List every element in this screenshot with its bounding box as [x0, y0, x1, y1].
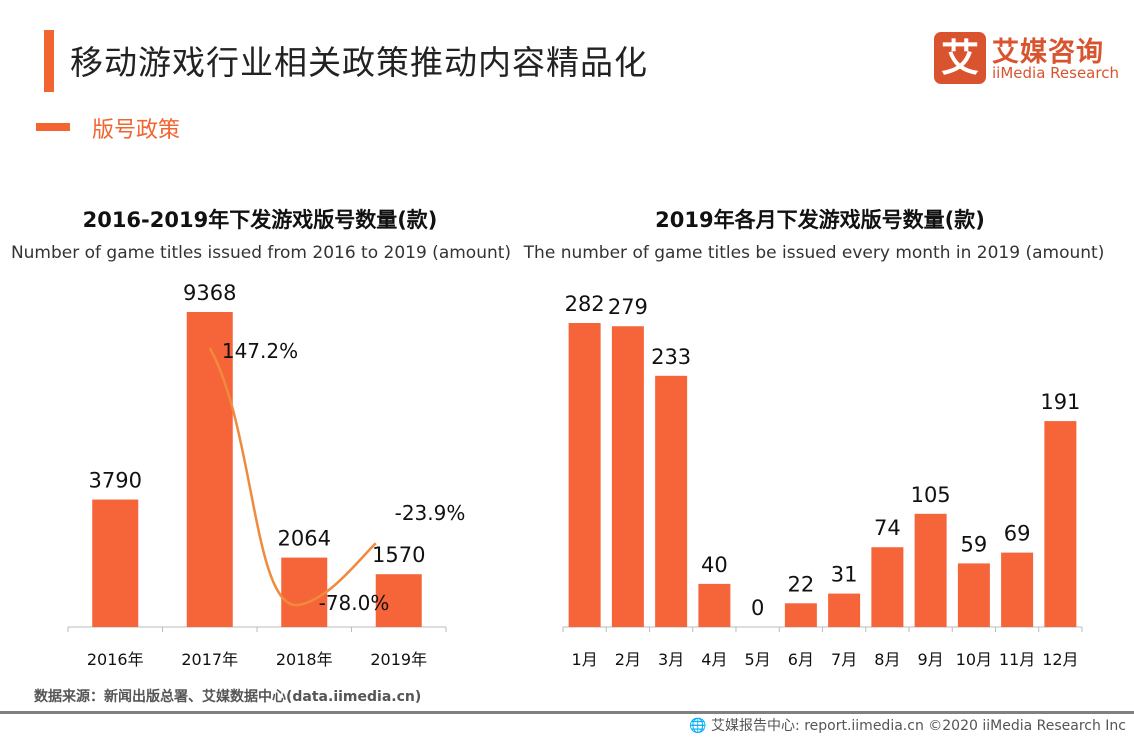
- logo-en-text: iiMedia Research: [992, 64, 1119, 82]
- subtitle-accent-bar: [36, 123, 70, 131]
- globe-icon: 🌐: [689, 718, 707, 734]
- chart2-value-label: 105: [911, 483, 951, 507]
- title-accent-bar: [44, 30, 54, 92]
- footer-credit-text: 艾媒报告中心: report.iimedia.cn ©2020 iiMedia …: [711, 718, 1126, 734]
- data-source: 数据来源：新闻出版总署、艾媒数据中心(data.iimedia.cn): [34, 689, 422, 705]
- chart1-category-label: 2019年: [370, 650, 427, 669]
- chart2-bar: [1044, 421, 1077, 627]
- chart2-value-label: 279: [608, 295, 648, 319]
- page-title: 移动游戏行业相关政策推动内容精品化: [70, 43, 648, 82]
- chart2-bar: [1001, 552, 1034, 627]
- chart2-bar: [611, 326, 644, 627]
- chart2-value-label: 40: [701, 553, 728, 577]
- chart1-title: 2016-2019年下发游戏版号数量(款): [82, 208, 438, 232]
- chart2-value-label: 69: [1004, 522, 1031, 546]
- chart2-bar: [784, 603, 817, 627]
- chart1-bar: [375, 574, 422, 627]
- chart2-value-label: 282: [565, 292, 605, 316]
- chart1-subtitle: Number of game titles issued from 2016 t…: [10, 243, 512, 263]
- chart2-bar: [568, 323, 601, 627]
- chart2-bar: [828, 593, 861, 627]
- chart2-title: 2019年各月下发游戏版号数量(款): [655, 208, 985, 232]
- chart2-value-label: 22: [788, 572, 815, 596]
- chart2-value-label: 0: [751, 596, 764, 620]
- chart2-value-label: 191: [1040, 390, 1080, 414]
- chart2-bar: [698, 583, 731, 627]
- footer-divider: [0, 711, 1134, 714]
- chart2-category-label: 3月: [658, 650, 684, 669]
- iimedia-logo: 艾 艾媒咨询 iiMedia Research: [934, 32, 1119, 86]
- chart2-category-label: 7月: [831, 650, 857, 669]
- chart2-category-label: 9月: [918, 650, 944, 669]
- growth-rate-label: -78.0%: [319, 591, 390, 615]
- chart2-value-label: 233: [651, 345, 691, 369]
- chart1-category-label: 2016年: [87, 650, 144, 669]
- chart2-category-label: 10月: [956, 650, 992, 669]
- section-subtitle: 版号政策: [92, 118, 181, 143]
- chart2-category-label: 6月: [788, 650, 814, 669]
- chart2-bar: [914, 513, 947, 627]
- chart2-category-label: 12月: [1042, 650, 1078, 669]
- chart2-category-label: 1月: [572, 650, 598, 669]
- chart1-bar: [281, 557, 328, 627]
- chart2-category-label: 8月: [874, 650, 900, 669]
- chart1-bar: [92, 499, 139, 627]
- chart2-category-label: 5月: [745, 650, 771, 669]
- chart1-value-label: 2064: [278, 527, 331, 551]
- growth-rate-line: [208, 347, 377, 607]
- growth-rate-label: -23.9%: [395, 501, 466, 525]
- chart2-value-label: 74: [874, 516, 901, 540]
- chart2-bar: [957, 563, 990, 627]
- chart1-bar: [186, 312, 233, 627]
- footer-credit: 🌐 艾媒报告中心: report.iimedia.cn ©2020 iiMedi…: [689, 715, 1126, 735]
- logo-cn-text: 艾媒咨询: [992, 37, 1104, 68]
- chart2-bar: [871, 547, 904, 627]
- chart2-subtitle: The number of game titles be issued ever…: [523, 243, 1105, 263]
- chart1-value-label: 9368: [183, 281, 236, 305]
- chart2-category-label: 4月: [701, 650, 727, 669]
- chart2-value-label: 31: [831, 563, 858, 587]
- chart2-category-label: 2月: [615, 650, 641, 669]
- chart2-bar: [655, 375, 688, 627]
- chart1-value-label: 1570: [372, 543, 425, 567]
- chart1-category-label: 2018年: [276, 650, 333, 669]
- growth-rate-label: 147.2%: [222, 339, 298, 363]
- logo-mark: 艾: [934, 32, 986, 84]
- chart1-category-label: 2017年: [181, 650, 238, 669]
- chart1-value-label: 3790: [89, 469, 142, 493]
- chart2-value-label: 59: [961, 532, 988, 556]
- chart2-category-label: 11月: [999, 650, 1035, 669]
